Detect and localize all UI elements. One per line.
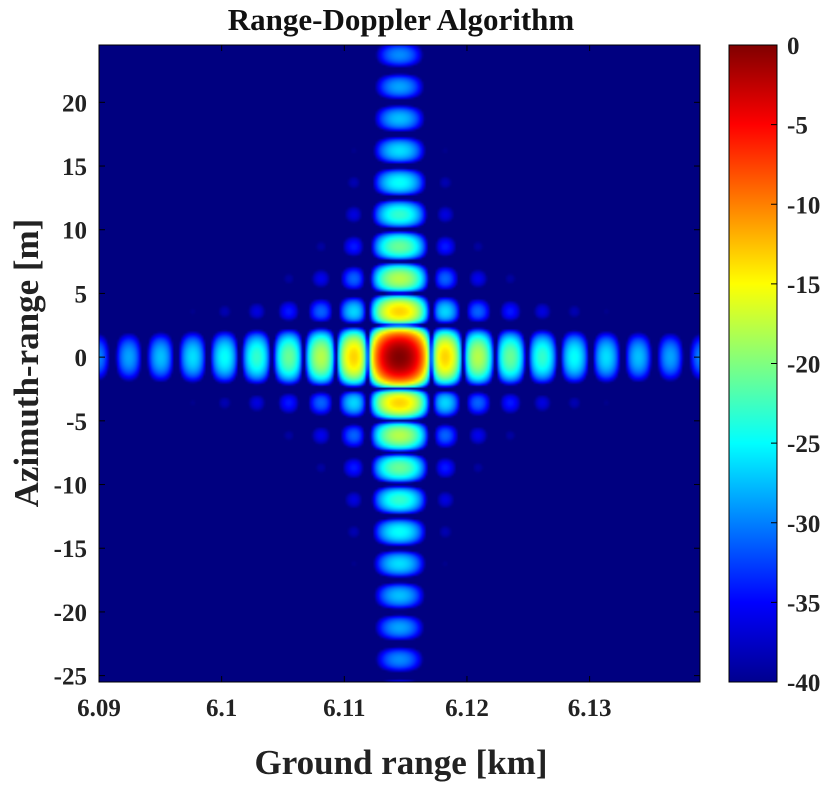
y-tick-label: 10 <box>62 218 87 245</box>
y-tick-label: 20 <box>62 90 87 117</box>
colorbar-ticks: 0 -5 -10 -15 -20 -25 -30 -35 -40 <box>771 33 820 697</box>
colorbar-tick-label: -30 <box>787 511 820 538</box>
y-tick-label: 0 <box>75 345 88 372</box>
colorbar-tick-label: -5 <box>787 113 808 140</box>
x-tick-label: 6.1 <box>206 695 237 722</box>
y-tick-label: -5 <box>66 409 87 436</box>
y-axis-label: Azimuth-range [m] <box>7 219 46 508</box>
y-tick-label: -25 <box>54 664 87 691</box>
colorbar: 0 -5 -10 -15 -20 -25 -30 -35 -40 <box>728 33 820 697</box>
colorbar-tick-label: -15 <box>787 272 820 299</box>
colorbar-tick-label: -25 <box>787 431 820 458</box>
y-tick-label: 5 <box>75 281 88 308</box>
y-tick-label: -10 <box>54 473 87 500</box>
plot-area <box>98 44 701 683</box>
colorbar-gradient <box>729 45 777 682</box>
colorbar-tick-label: -35 <box>787 590 820 617</box>
y-tick-label: -15 <box>54 536 87 563</box>
x-axis-label: Ground range [km] <box>255 743 548 782</box>
chart-title: Range-Doppler Algorithm <box>228 2 575 37</box>
x-tick-label: 6.11 <box>323 695 365 722</box>
colorbar-tick-label: 0 <box>787 33 800 60</box>
y-tick-label: 15 <box>62 154 87 181</box>
x-tick-label: 6.12 <box>445 695 489 722</box>
x-tick-label: 6.09 <box>77 695 121 722</box>
colorbar-tick-label: -20 <box>787 352 820 379</box>
colorbar-tick-label: -40 <box>787 670 820 697</box>
heatmap-image <box>99 45 700 682</box>
colorbar-tick-label: -10 <box>787 192 820 219</box>
y-axis: 20 15 10 5 0 -5 -10 -15 -20 -25 <box>54 90 700 691</box>
x-axis: 6.09 6.1 6.11 6.12 6.13 <box>77 45 611 722</box>
x-tick-label: 6.13 <box>568 695 612 722</box>
plot-frame <box>98 44 701 683</box>
y-tick-label: -20 <box>54 600 87 627</box>
